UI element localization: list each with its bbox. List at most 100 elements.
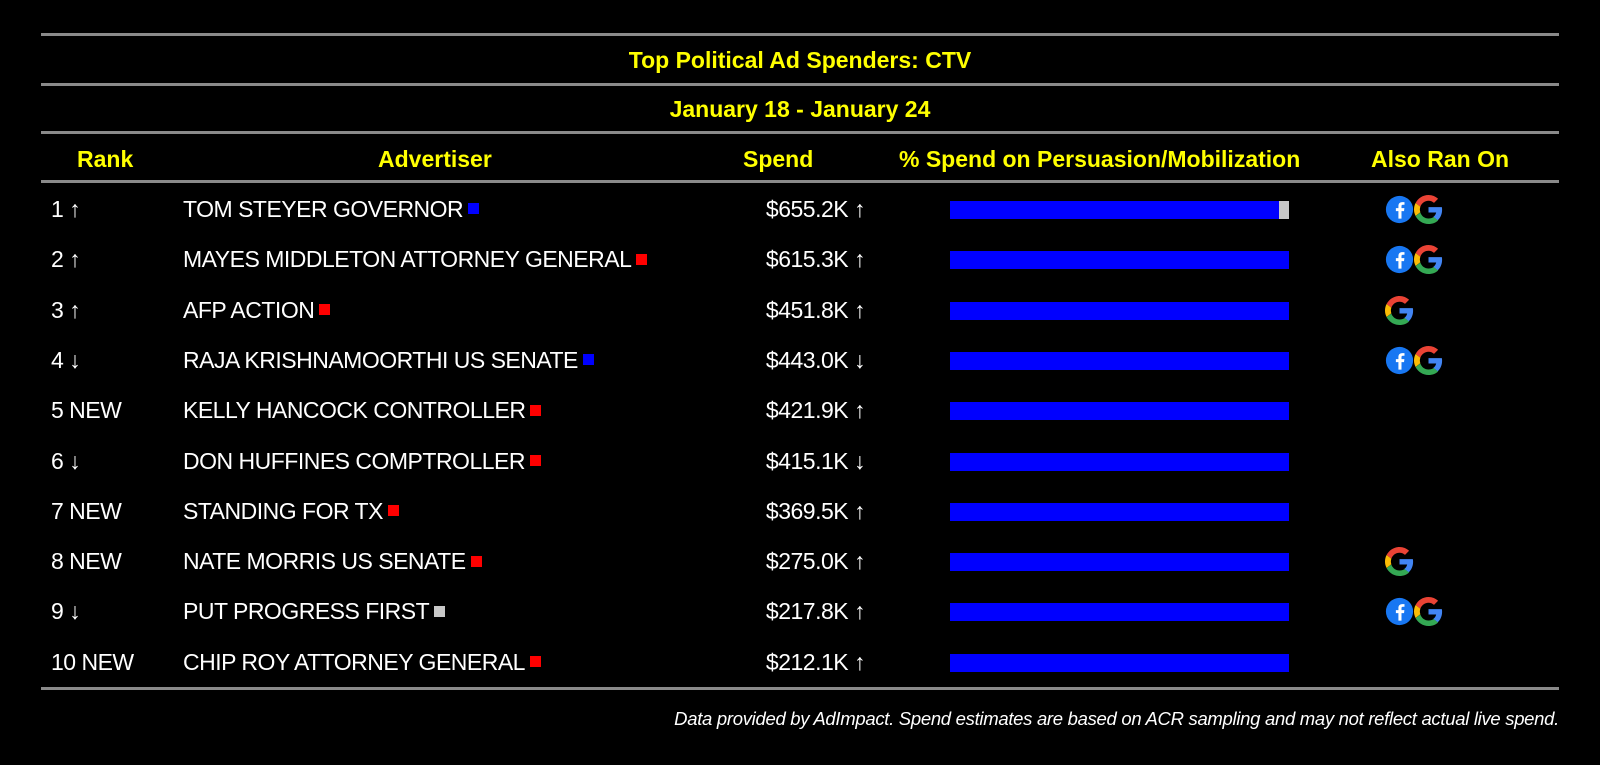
table-row: 10 NEW CHIP ROY ATTORNEY GENERAL $212.1K ↑ [41,637,1559,688]
advertiser-cell: PUT PROGRESS FIRST [183,586,446,637]
persuasion-bar-fill [950,201,1279,219]
advertiser-cell: RAJA KRISHNAMOORTHI US SENATE [183,335,594,386]
col-persuasion-header: % Spend on Persuasion/Mobilization [899,146,1301,172]
rank-cell: 9 ↓ [51,598,81,625]
also-ran-on-cell [1385,597,1443,627]
advertiser-name: RAJA KRISHNAMOORTHI US SENATE [183,346,578,373]
divider [41,83,1559,86]
advertiser-name: DON HUFFINES COMPTROLLER [183,447,525,474]
table-row: 4 ↓ RAJA KRISHNAMOORTHI US SENATE $443.0K … [41,335,1559,386]
facebook-icon [1385,245,1414,275]
party-marker [434,605,446,617]
rank-cell: 7 NEW [51,497,122,524]
rank-cell: 2 ↑ [51,246,81,273]
party-marker [468,203,480,215]
facebook-icon [1385,597,1414,627]
also-ran-on-cell [1385,345,1443,376]
divider [41,131,1559,134]
spend-cell: $443.0K ↓ [765,346,866,373]
rank-cell: 8 NEW [51,548,122,575]
advertiser-cell: NATE MORRIS US SENATE [183,536,482,587]
party-marker [319,304,331,316]
table-row: 3 ↑ AFP ACTION $451.8K ↑ [41,285,1559,336]
advertiser-name: CHIP ROY ATTORNEY GENERAL [183,648,525,675]
persuasion-bar [950,201,1289,219]
rank-cell: 3 ↑ [51,296,81,323]
table-row: 1 ↑ TOM STEYER GOVERNOR $655.2K ↑ [41,184,1559,235]
persuasion-bar [950,301,1289,320]
persuasion-bar-fill [950,553,1289,572]
footnote: Data provided by AdImpact. Spend estimat… [674,708,1559,729]
advertiser-cell: KELLY HANCOCK CONTROLLER [183,385,542,436]
spend-cell: $655.2K ↑ [765,196,866,222]
party-marker [529,656,541,668]
spend-cell: $451.8K ↑ [765,296,866,323]
persuasion-bar-fill [950,402,1289,421]
spend-cell: $212.1K ↑ [765,648,866,675]
party-marker [582,354,594,366]
table-title: Top Political Ad Spenders: CTV [628,47,972,73]
party-marker [470,555,482,567]
google-icon [1414,345,1443,376]
party-marker [530,404,542,416]
advertiser-cell: CHIP ROY ATTORNEY GENERAL [183,637,541,688]
facebook-icon [1385,195,1414,225]
rank-cell: 10 NEW [51,648,134,675]
advertiser-name: MAYES MIDDLETON ATTORNEY GENERAL [183,246,632,273]
party-marker [387,505,399,517]
persuasion-bar-fill [950,251,1289,270]
divider [41,180,1559,183]
advertiser-name: AFP ACTION [183,296,315,323]
party-marker [636,253,648,265]
spend-cell: $415.1K ↓ [765,447,866,474]
google-icon [1385,295,1414,326]
col-advertiser-header: Advertiser [378,146,492,172]
table-row: 6 ↓ DON HUFFINES COMPTROLLER $415.1K ↓ [41,436,1559,487]
persuasion-bar [950,603,1289,622]
advertiser-name: STANDING FOR TX [183,497,383,524]
advertiser-cell: MAYES MIDDLETON ATTORNEY GENERAL [183,234,648,285]
col-rank-header: Rank [77,146,134,172]
google-icon [1414,597,1443,627]
persuasion-bar-fill [950,301,1289,320]
advertiser-name: TOM STEYER GOVERNOR [183,196,464,222]
also-ran-on-cell [1385,245,1443,275]
spend-cell: $421.9K ↑ [765,397,866,424]
persuasion-bar [950,452,1289,471]
persuasion-bar [950,502,1289,521]
table-row: 8 NEW NATE MORRIS US SENATE $275.0K ↑ [41,536,1559,587]
advertiser-cell: DON HUFFINES COMPTROLLER [183,436,541,487]
divider [41,687,1559,690]
table-row: 7 NEW STANDING FOR TX $369.5K ↑ [41,486,1559,537]
spend-cell: $369.5K ↑ [765,497,866,524]
mobilization-bar-fill [1278,201,1289,219]
persuasion-bar-fill [950,603,1289,622]
col-also-ran-header: Also Ran On [1371,146,1510,172]
persuasion-bar-fill [950,351,1289,370]
persuasion-bar [950,351,1289,370]
rank-cell: 6 ↓ [51,447,81,474]
persuasion-bar-fill [950,502,1289,521]
table-row: 2 ↑ MAYES MIDDLETON ATTORNEY GENERAL $615.… [41,234,1559,285]
google-icon [1385,547,1414,577]
col-spend-header: Spend [743,146,814,172]
table-row: 9 ↓ PUT PROGRESS FIRST $217.8K ↑ [41,586,1559,637]
advertiser-name: NATE MORRIS US SENATE [183,548,466,575]
advertiser-name: PUT PROGRESS FIRST [183,598,430,625]
table-row: 5 NEW KELLY HANCOCK CONTROLLER $421.9K ↑ [41,385,1559,436]
also-ran-on-cell [1385,547,1414,577]
persuasion-bar-fill [950,452,1289,471]
divider [41,33,1559,36]
spend-cell: $615.3K ↑ [765,246,866,273]
rank-cell: 5 NEW [51,397,122,424]
spend-cell: $217.8K ↑ [765,598,866,625]
rank-cell: 1 ↑ [51,196,81,222]
advertiser-name: KELLY HANCOCK CONTROLLER [183,397,526,424]
facebook-icon [1385,346,1414,376]
also-ran-on-cell [1385,295,1414,326]
advertiser-cell: STANDING FOR TX [183,486,399,537]
date-range: January 18 - January 24 [669,96,931,122]
party-marker [529,454,541,466]
persuasion-bar [950,553,1289,572]
persuasion-bar [950,402,1289,421]
